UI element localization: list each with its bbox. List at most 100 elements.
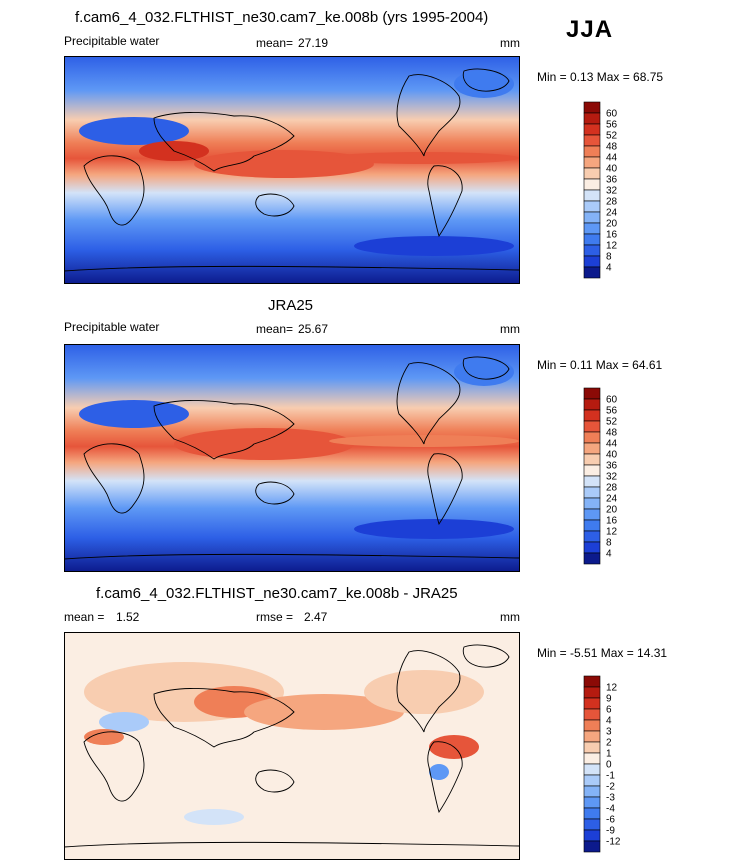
colorbar-label: 48	[606, 142, 618, 153]
colorbar-label: 12	[606, 683, 618, 694]
colorbar-label: -12	[606, 837, 621, 848]
colorbar-box	[583, 420, 601, 433]
panel-3-title: f.cam6_4_032.FLTHIST_ne30.cam7_ke.008b -…	[96, 585, 458, 602]
panel-1-mean-value: 27.19	[298, 36, 329, 50]
colorbar-box	[583, 431, 601, 444]
colorbar-label: 44	[606, 439, 618, 450]
panel-3-map	[64, 632, 520, 860]
colorbar-box	[583, 774, 601, 787]
colorbar-box	[583, 167, 601, 180]
colorbar-box	[583, 387, 601, 400]
panel-3-units: mm	[500, 610, 520, 624]
colorbar-label: 12	[606, 241, 618, 252]
panel-2-units: mm	[500, 322, 520, 336]
colorbar-label: 12	[606, 527, 618, 538]
colorbar-box	[583, 211, 601, 224]
panel-3-mean-label: mean =	[64, 610, 105, 624]
colorbar-label: 48	[606, 428, 618, 439]
colorbar-box	[583, 840, 601, 853]
colorbar-box	[583, 222, 601, 235]
colorbar-label: 44	[606, 153, 618, 164]
colorbar-label: -9	[606, 826, 615, 837]
colorbar-box	[583, 552, 601, 565]
colorbar-box	[583, 763, 601, 776]
colorbar-box	[583, 508, 601, 521]
colorbar-label: 0	[606, 760, 612, 771]
colorbar-box	[583, 233, 601, 246]
colorbar-box	[583, 145, 601, 158]
colorbar-box	[583, 200, 601, 213]
colorbar-box	[583, 708, 601, 721]
panel-1-mean-label: mean=	[256, 36, 294, 50]
colorbar-label: 40	[606, 164, 618, 175]
colorbar-box	[583, 530, 601, 543]
colorbar-label: 2	[606, 738, 612, 749]
colorbar-box	[583, 112, 601, 125]
colorbar-label: 36	[606, 461, 618, 472]
colorbar-label: -4	[606, 804, 615, 815]
colorbar-box	[583, 686, 601, 699]
colorbar-box	[583, 541, 601, 554]
colorbar-label: 8	[606, 252, 612, 263]
colorbar-box	[583, 475, 601, 488]
season-label: JJA	[566, 16, 614, 43]
panel-1-minmax: Min = 0.13 Max = 68.75	[537, 70, 664, 84]
panel-2-title: JRA25	[268, 297, 314, 314]
colorbar-label: 32	[606, 472, 618, 483]
colorbar-box	[583, 189, 601, 202]
panel-3-rmse-value: 2.47	[304, 610, 328, 624]
colorbar-box	[583, 464, 601, 477]
colorbar-label: 28	[606, 483, 618, 494]
colorbar-box	[583, 398, 601, 411]
colorbar-box	[583, 675, 601, 688]
panel-2-variable-label: Precipitable water	[64, 320, 160, 334]
colorbar-box	[583, 442, 601, 455]
colorbar-box	[583, 719, 601, 732]
colorbar-label: -3	[606, 793, 615, 804]
colorbar-label: 9	[606, 694, 612, 705]
colorbar-label: 20	[606, 219, 618, 230]
colorbar-label: 36	[606, 175, 618, 186]
panel-2-minmax: Min = 0.11 Max = 64.61	[537, 358, 663, 372]
colorbar-box	[583, 101, 601, 114]
colorbar-box	[583, 785, 601, 798]
colorbar-box	[583, 156, 601, 169]
colorbar-label: -2	[606, 782, 615, 793]
colorbar-box	[583, 519, 601, 532]
colorbar-box	[583, 818, 601, 831]
colorbar-box	[583, 409, 601, 422]
colorbar-box	[583, 730, 601, 743]
colorbar-box	[583, 697, 601, 710]
colorbar-box	[583, 829, 601, 842]
colorbar-label: 52	[606, 417, 618, 428]
panel-2-map	[64, 344, 520, 572]
panel-1-title: f.cam6_4_032.FLTHIST_ne30.cam7_ke.008b (…	[75, 9, 489, 26]
colorbar-box	[583, 807, 601, 820]
colorbar-label: 16	[606, 230, 618, 241]
colorbar-label: 20	[606, 505, 618, 516]
colorbar-label: 52	[606, 131, 618, 142]
colorbar-label: 40	[606, 450, 618, 461]
colorbar-label: 60	[606, 109, 618, 120]
colorbar-label: 4	[606, 549, 612, 560]
panel-3-minmax: Min = -5.51 Max = 14.31	[537, 646, 668, 660]
colorbar-box	[583, 796, 601, 809]
colorbar-label: 16	[606, 516, 618, 527]
colorbar-box	[583, 741, 601, 754]
colorbar-label: 24	[606, 208, 618, 219]
colorbar-label: -1	[606, 771, 615, 782]
panel-1-map	[64, 56, 520, 284]
colorbar-label: -6	[606, 815, 615, 826]
colorbar-box	[583, 134, 601, 147]
panel-2-mean-label: mean=	[256, 322, 294, 336]
colorbar-label: 4	[606, 263, 612, 274]
colorbar-label: 4	[606, 716, 612, 727]
colorbar-label: 6	[606, 705, 612, 716]
panel-2-mean-value: 25.67	[298, 322, 329, 336]
colorbar-label: 24	[606, 494, 618, 505]
panel-1-variable-label: Precipitable water	[64, 34, 160, 48]
colorbar-box	[583, 453, 601, 466]
